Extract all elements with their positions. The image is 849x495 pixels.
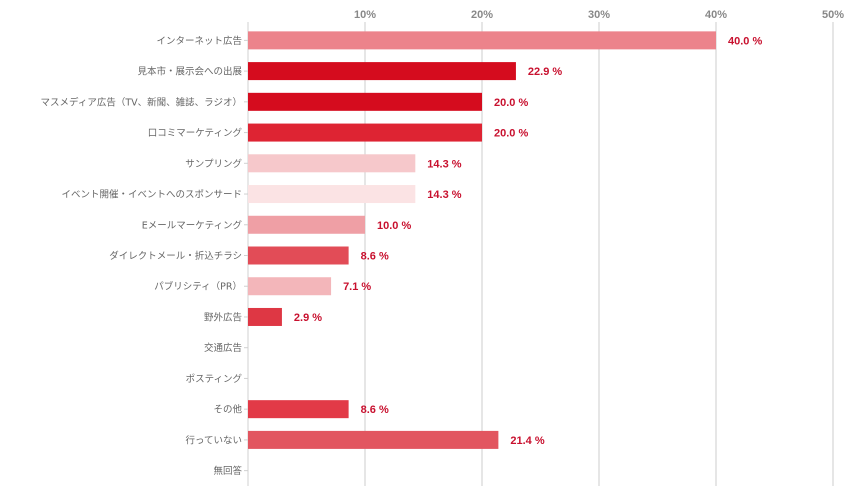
x-tick-label: 20% bbox=[471, 9, 493, 21]
category-label: Eメールマーケティング bbox=[142, 219, 243, 231]
category-label: 行っていない bbox=[185, 434, 242, 446]
value-label: 40.0 % bbox=[728, 35, 762, 47]
x-tick-label: 10% bbox=[354, 9, 376, 21]
x-tick-label: 50% bbox=[822, 9, 844, 21]
category-label: 交通広告 bbox=[204, 342, 242, 354]
bars bbox=[248, 31, 716, 449]
value-label: 22.9 % bbox=[528, 66, 562, 78]
bar bbox=[248, 154, 416, 173]
bar bbox=[248, 185, 416, 204]
x-tick-labels: 10% 20% 30% 40% 50% bbox=[354, 9, 844, 21]
bar bbox=[248, 307, 282, 326]
value-label: 8.6 % bbox=[361, 404, 389, 416]
bar bbox=[248, 123, 482, 142]
value-labels: 40.0 % 22.9 % 20.0 % 20.0 % 14.3 % 14.3 % 10.0… bbox=[294, 35, 763, 447]
value-label: 2.9 % bbox=[294, 312, 322, 324]
category-label: パブリシティ（PR） bbox=[154, 281, 242, 293]
x-tick-label: 30% bbox=[588, 9, 610, 21]
category-label: イベント開催・イベントへのスポンサード bbox=[61, 189, 242, 201]
gridlines bbox=[364, 22, 834, 486]
category-labels: インターネット広告見本市・展示会への出展マスメディア広告（TV、新聞、雑誌、ラジ… bbox=[41, 35, 243, 477]
value-label: 20.0 % bbox=[494, 97, 528, 109]
value-label: 14.3 % bbox=[427, 158, 461, 170]
value-label: 14.3 % bbox=[427, 189, 461, 201]
category-label: マスメディア広告（TV、新聞、雑誌、ラジオ） bbox=[41, 96, 242, 108]
bar bbox=[248, 62, 516, 81]
value-label: 10.0 % bbox=[377, 220, 411, 232]
bar bbox=[248, 277, 332, 296]
bar bbox=[248, 246, 349, 265]
category-label: 野外広告 bbox=[204, 311, 242, 323]
category-label: 無回答 bbox=[213, 465, 242, 477]
category-label: ポスティング bbox=[186, 373, 243, 385]
y-axis bbox=[244, 22, 249, 486]
value-label: 7.1 % bbox=[343, 281, 371, 293]
bar bbox=[248, 400, 349, 419]
category-label: インターネット広告 bbox=[156, 35, 242, 47]
category-label: 口コミマーケティング bbox=[148, 127, 243, 139]
bar bbox=[248, 430, 499, 449]
category-label: サンプリング bbox=[185, 158, 242, 170]
category-label: その他 bbox=[213, 404, 242, 416]
x-tick-label: 40% bbox=[705, 9, 727, 21]
category-label: 見本市・展示会への出展 bbox=[137, 66, 242, 78]
bar bbox=[248, 31, 716, 50]
category-label: ダイレクトメール・折込チラシ bbox=[109, 250, 242, 262]
value-label: 20.0 % bbox=[494, 128, 528, 140]
bar bbox=[248, 215, 365, 234]
value-label: 8.6 % bbox=[361, 251, 389, 263]
value-label: 21.4 % bbox=[510, 435, 544, 447]
bar bbox=[248, 92, 482, 111]
